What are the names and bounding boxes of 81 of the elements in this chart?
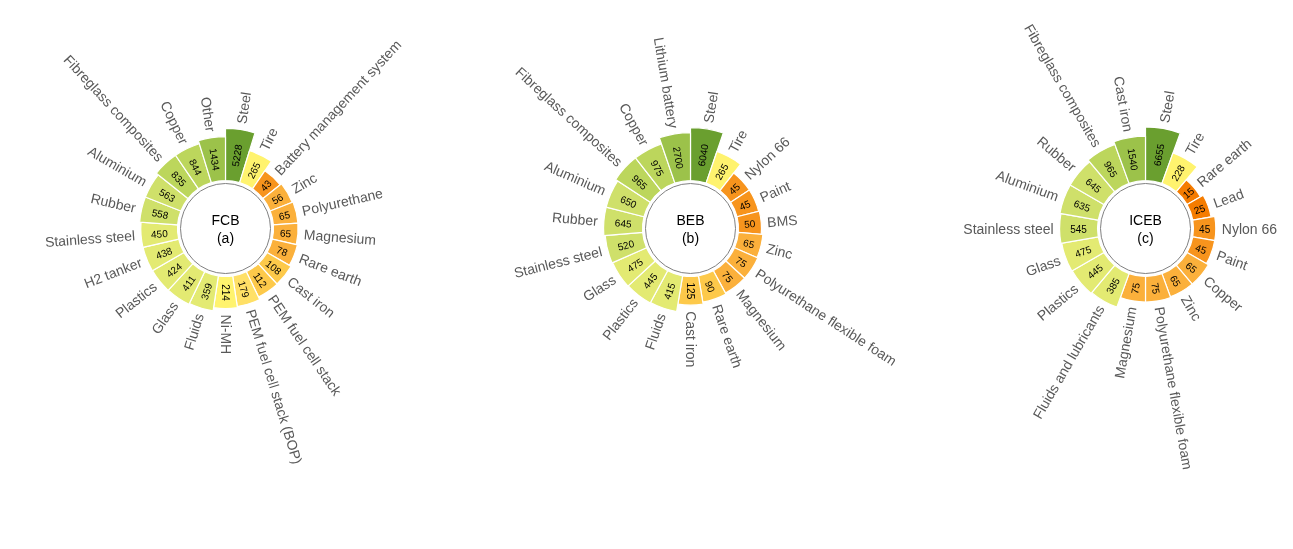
data-label: 45 [726,180,743,197]
data-label: 450 [150,227,169,241]
data-label: 1540 [1125,147,1141,172]
data-label: 520 [616,237,636,253]
data-label: 645 [1083,175,1104,196]
category-label: Tire [725,126,751,156]
text: BEB [676,211,705,228]
data-label: 545 [1070,223,1088,235]
data-label: 835 [168,168,189,189]
text: (c) [1137,229,1154,246]
data-label: 125 [684,282,696,300]
category-label: Nylon 66 [1221,220,1278,237]
data-label: 15 [1180,185,1197,201]
category-label: Steel [233,90,254,125]
data-label: 563 [157,186,178,205]
category-label: Magnesium [1111,305,1140,380]
data-label: 65 [742,237,756,251]
data-label: 265 [712,161,731,182]
data-label: 65 [279,227,292,240]
data-label: 65 [1183,259,1200,276]
category-label: Cast iron [1110,75,1137,133]
category-label: Cast iron [682,311,699,368]
category-label: Lithium battery [650,36,682,130]
data-label: 6655 [1151,142,1167,167]
data-label: 558 [150,206,170,222]
data-label: 75 [1149,281,1163,296]
data-label: 5228 [229,143,245,168]
text: (b) [681,229,700,246]
data-label: 359 [198,281,215,301]
data-label: 214 [219,284,231,302]
data-label: 415 [661,281,678,301]
data-label: 965 [629,172,650,193]
data-label: 50 [743,218,757,231]
data-label: 90 [702,279,718,295]
data-label: 75 [719,268,736,285]
data-label: 65 [1167,273,1183,289]
category-label: Other [197,95,219,134]
category-label: Steel [1156,89,1178,124]
data-label: 179 [236,279,252,300]
category-label: BMS [766,211,799,231]
data-label: 78 [274,244,290,259]
data-label: 635 [1072,197,1093,215]
text: FCB [211,211,240,228]
data-label: 975 [648,158,667,179]
data-label: 65 [277,208,292,223]
category-label: Stainless steel [963,220,1054,237]
category-label: Fluids [641,311,669,352]
category-label: Fluids [180,311,207,352]
data-label: 45 [737,197,753,213]
category-label: Steel [700,90,722,125]
text: (a) [216,229,235,246]
category-label: Zinc [764,240,795,263]
data-label: 1434 [207,147,222,172]
data-label: 844 [186,157,205,178]
category-label: Glass [1023,252,1063,280]
data-label: 45 [1193,242,1209,257]
data-label: 385 [1104,275,1123,296]
category-label: Paint [757,177,793,206]
category-label: Paint [1214,247,1251,274]
data-label: 56 [270,191,286,207]
data-label: 6040 [696,142,711,167]
category-label: Magnesium [303,226,377,248]
data-label: 965 [1101,159,1120,180]
data-label: 45 [1199,223,1211,235]
category-label: Lead [1211,185,1246,212]
data-label: 438 [154,244,175,262]
data-label: 650 [618,193,639,211]
category-label: Tire [1181,129,1208,158]
category-label: Rubber [551,209,599,229]
data-label: 445 [1085,261,1106,282]
data-label: 2700 [670,145,686,170]
category-label: Stainless steel [44,227,136,250]
data-label: 75 [1129,281,1142,295]
data-label: 645 [614,217,633,230]
data-label: 228 [1169,162,1188,184]
text: ICEB [1129,211,1162,228]
data-label: 75 [733,254,750,271]
data-label: 25 [1192,202,1208,217]
data-label: 475 [1073,243,1094,260]
category-label: Rubber [89,190,138,216]
category-label: Ni-MH [217,314,234,355]
